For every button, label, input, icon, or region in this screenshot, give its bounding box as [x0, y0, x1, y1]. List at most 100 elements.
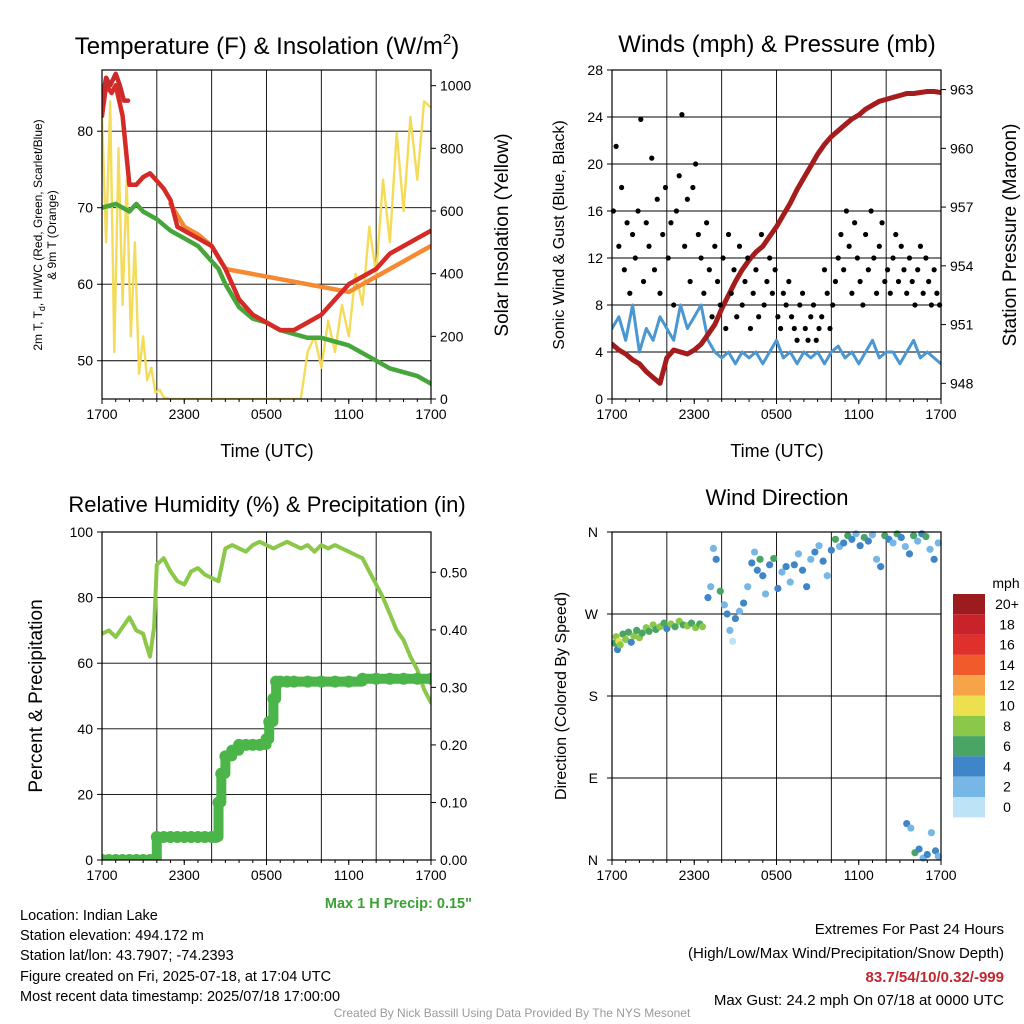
gust-point — [684, 196, 690, 202]
gust-point — [613, 143, 619, 149]
y-axis-label-line1: 2m T, Td, HI/WC (Red, Green, Scarlet/Blu… — [31, 119, 47, 350]
gust-point — [654, 196, 660, 202]
gust-point — [926, 278, 932, 285]
gust-point — [843, 208, 850, 214]
y-tick-label: 20 — [587, 156, 603, 172]
gust-point — [879, 220, 885, 226]
gust-point — [734, 314, 740, 320]
legend-label: 4 — [1003, 758, 1011, 774]
gust-point — [876, 243, 882, 249]
direction-point — [923, 850, 931, 859]
direction-point — [756, 555, 764, 563]
gust-point — [887, 290, 893, 296]
x-axis-label: Time (UTC) — [730, 441, 823, 461]
gust-point — [750, 290, 756, 296]
y-tick-label: W — [585, 606, 599, 622]
gust-point — [890, 255, 896, 261]
gust-point — [616, 243, 622, 249]
gust-point — [780, 290, 786, 296]
direction-point — [831, 535, 840, 543]
gust-point — [660, 231, 666, 238]
gust-point — [797, 302, 803, 308]
precip-point — [342, 675, 355, 688]
precip-point — [148, 854, 161, 860]
precip-point — [356, 672, 369, 685]
x-tick-label: 1700 — [86, 867, 117, 883]
gust-point — [810, 302, 817, 308]
gust-point — [838, 231, 844, 238]
direction-point — [848, 535, 856, 543]
direction-point — [753, 566, 761, 574]
gust-point — [728, 290, 734, 296]
direction-point — [748, 559, 756, 567]
gust-point — [758, 231, 765, 238]
precip-point — [370, 672, 383, 685]
gust-point — [649, 155, 655, 161]
x-axis-label: Time (UTC) — [220, 441, 313, 461]
direction-point — [877, 563, 885, 571]
direction-point — [759, 572, 767, 580]
y-tick-label: 20 — [77, 786, 93, 802]
gust-point — [662, 184, 669, 191]
gust-point — [788, 314, 795, 320]
y2-tick-label: 1000 — [440, 78, 471, 94]
gust-point — [627, 290, 633, 296]
gust-point — [690, 184, 696, 191]
direction-point — [723, 610, 731, 618]
direction-point — [803, 583, 811, 591]
direction-point — [926, 545, 934, 553]
gust-point — [742, 278, 748, 285]
y-axis-label-wind: Sonic Wind & Gust (Blue, Black) — [551, 120, 568, 349]
legend-swatch — [953, 736, 985, 757]
x-tick-label: 1700 — [86, 406, 117, 422]
direction-point — [619, 630, 627, 638]
direction-point — [872, 555, 881, 563]
gust-point — [731, 267, 737, 273]
x-tick-label: 1700 — [596, 867, 627, 883]
direction-point — [778, 568, 786, 576]
gust-point — [783, 302, 789, 308]
gust-point — [651, 267, 658, 273]
x-tick-label: 1100 — [844, 406, 874, 422]
y2-tick-label: 0.00 — [440, 852, 467, 868]
y-axis-label-rh: Percent & Precipitation — [26, 599, 47, 792]
y-tick-label: 24 — [587, 109, 603, 125]
gust-point — [695, 231, 701, 238]
gust-point — [813, 337, 819, 343]
gust-point — [934, 290, 940, 296]
direction-point — [744, 583, 752, 591]
precip-point — [301, 675, 314, 688]
gust-point — [739, 302, 745, 308]
title-sup: 2 — [443, 31, 451, 48]
direction-point — [720, 601, 729, 609]
direction-point — [856, 542, 864, 550]
direction-point — [840, 539, 848, 547]
series-line-hi-wc — [102, 71, 131, 103]
gust-point — [863, 231, 869, 238]
direction-point — [731, 614, 739, 623]
created-text: Figure created on Fri, 2025-07-18, at 17… — [20, 968, 332, 985]
precip-point — [411, 672, 424, 685]
station-info: Location: Indian Lake Station elevation:… — [20, 906, 340, 1007]
gust-point — [830, 302, 836, 308]
direction-point — [698, 623, 707, 631]
legend-label: 8 — [1003, 718, 1011, 734]
direction-point — [624, 628, 633, 636]
x-tick-label: 1100 — [844, 867, 874, 883]
gust-point — [632, 255, 638, 261]
direction-point — [823, 572, 831, 580]
gust-point — [772, 267, 778, 273]
direction-point — [782, 563, 790, 571]
gust-point — [769, 290, 775, 296]
gust-point — [775, 314, 781, 320]
direction-point — [914, 537, 922, 545]
x-tick-label: 2300 — [169, 867, 200, 883]
gust-point — [871, 255, 877, 261]
gust-point — [904, 290, 910, 296]
gust-point — [791, 325, 797, 332]
gust-point — [747, 325, 754, 332]
legend-swatch — [953, 695, 985, 716]
ylabel-part: 2m T, T — [31, 310, 45, 350]
direction-point — [897, 533, 905, 542]
direction-point — [726, 626, 734, 635]
